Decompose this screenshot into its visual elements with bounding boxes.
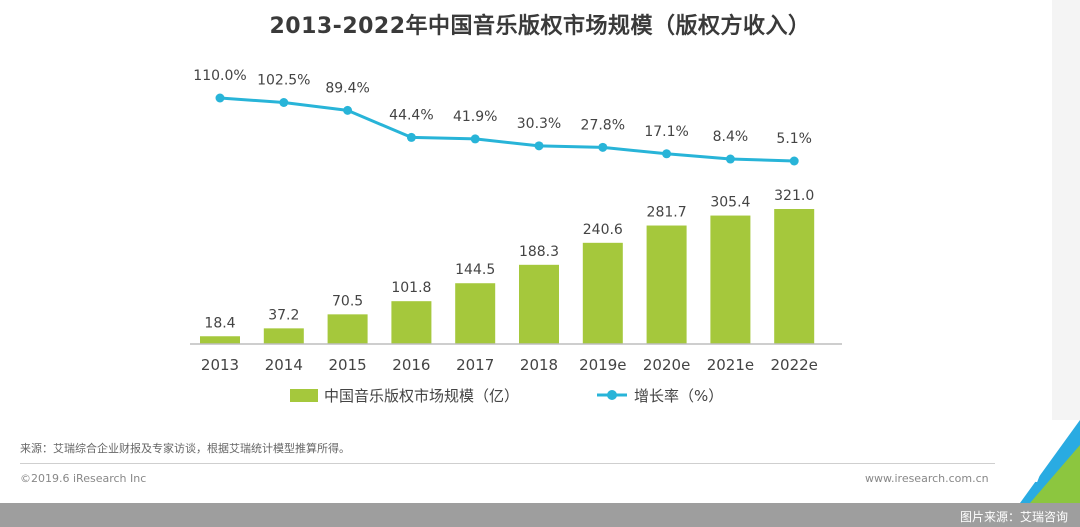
bar-2019e (582, 242, 623, 344)
growth-label-2018: 30.3% (517, 116, 561, 132)
growth-point-2016 (406, 132, 416, 142)
growth-label-2014: 102.5% (257, 73, 310, 89)
growth-label-2015: 89.4% (325, 80, 369, 96)
x-tick-2019e: 2019e (579, 356, 626, 374)
legend-bar-label: 中国音乐版权市场规模（亿） (324, 387, 519, 405)
bar-2018 (519, 264, 559, 344)
growth-point-2013 (215, 93, 225, 103)
growth-label-2020e: 17.1% (644, 124, 688, 140)
website-url: www.iresearch.com.cn (865, 472, 989, 485)
legend-line-marker (607, 390, 617, 400)
growth-label-2021e: 8.4% (713, 129, 749, 145)
corner-decoration (1020, 420, 1080, 503)
bar-value-label-2017: 144.5 (455, 262, 495, 278)
x-tick-2022e: 2022e (770, 356, 817, 374)
bar-2015 (327, 314, 368, 344)
x-tick-2017: 2017 (456, 356, 494, 374)
bar-2014 (263, 328, 304, 344)
x-tick-2020e: 2020e (643, 356, 690, 374)
slide-edge (1052, 0, 1080, 420)
growth-point-2021e (725, 154, 735, 164)
growth-label-2019e: 27.8% (581, 117, 625, 133)
legend: 中国音乐版权市场规模（亿） 增长率（%） (290, 387, 723, 405)
x-tick-labels: 2013 2014 2015 2016 2017 2018 2019e 2020e 2021e 2… (201, 356, 818, 374)
copyright: ©2019.6 iResearch Inc (20, 472, 147, 485)
corner-triangle-green (1030, 445, 1080, 503)
bar-2013 (200, 336, 240, 344)
bar-2021e (710, 215, 751, 344)
x-tick-2016: 2016 (392, 356, 430, 374)
x-tick-2013: 2013 (201, 356, 239, 374)
page-number: 7 (1032, 466, 1044, 487)
bottom-bar (0, 503, 1080, 527)
image-source-watermark: 图片来源：艾瑞咨询 (959, 510, 1068, 524)
growth-point-2015 (343, 105, 353, 115)
growth-point-2020e (662, 149, 672, 159)
legend-line-label: 增长率（%） (634, 387, 723, 405)
x-tick-2015: 2015 (329, 356, 367, 374)
x-tick-2014: 2014 (265, 356, 303, 374)
x-tick-2018: 2018 (520, 356, 558, 374)
growth-point-2018 (534, 141, 544, 151)
growth-point-2022e (789, 156, 799, 166)
bar-2016 (391, 301, 432, 344)
growth-label-2016: 44.4% (389, 107, 433, 123)
legend-bar-swatch (290, 389, 318, 402)
growth-rate-line (219, 96, 795, 163)
bar-value-label-2014: 37.2 (268, 307, 299, 323)
bar-value-label-2021e: 305.4 (710, 195, 750, 211)
bar-value-label-2013: 18.4 (204, 315, 235, 331)
bar-2022e (774, 209, 815, 344)
line-layer: 110.0% 102.5% 89.4% 44.4% 41.9% 30.3% 27.8% 17.… (193, 68, 812, 166)
bar-value-label-2019e: 240.6 (583, 222, 623, 238)
bar-value-label-2016: 101.8 (391, 280, 431, 296)
bar-value-label-2018: 188.3 (519, 244, 559, 260)
growth-label-2013: 110.0% (193, 68, 246, 84)
chart-title: 2013-2022年中国音乐版权市场规模（版权方收入） (269, 14, 811, 39)
bar-value-label-2015: 70.5 (332, 293, 363, 309)
bar-value-label-2022e: 321.0 (774, 188, 814, 204)
x-tick-2021e: 2021e (707, 356, 754, 374)
growth-point-2019e (598, 142, 608, 152)
growth-label-2022e: 5.1% (776, 131, 812, 147)
growth-label-2017: 41.9% (453, 109, 497, 125)
growth-point-2017 (470, 134, 480, 144)
chart-canvas: 18.4 37.2 70.5 101.8 144.5 188.3 240.6 281.7 305… (190, 68, 842, 405)
source-note: 来源：艾瑞综合企业财报及专家访谈，根据艾瑞统计模型推算所得。 (20, 442, 350, 455)
bar-2020e (646, 225, 687, 344)
growth-point-2014 (279, 98, 289, 108)
bar-2017 (455, 283, 496, 344)
bars-layer: 18.4 37.2 70.5 101.8 144.5 188.3 240.6 281.7 305… (200, 188, 814, 344)
slide: 2013-2022年中国音乐版权市场规模（版权方收入） 18.4 37.2 70.5… (20, 0, 1080, 503)
bar-value-label-2020e: 281.7 (647, 205, 687, 221)
footer-divider (20, 463, 995, 464)
